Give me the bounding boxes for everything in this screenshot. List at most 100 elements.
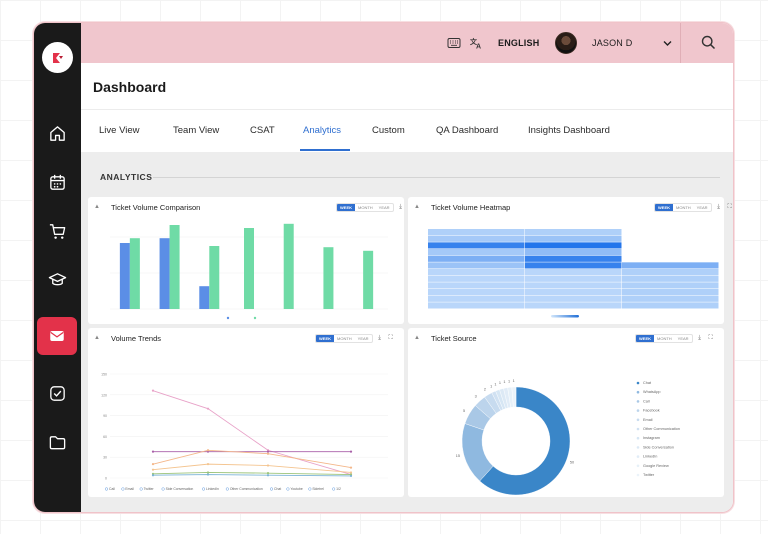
card-title: Ticket Source (431, 334, 477, 343)
legend-marker (636, 409, 640, 412)
period-year[interactable]: YEAR (696, 205, 708, 210)
bar-current-week (159, 238, 170, 309)
user-name[interactable]: JASON D (592, 38, 633, 48)
legend-marker (202, 487, 206, 491)
legend-marker (636, 381, 640, 385)
series-line (152, 463, 352, 473)
heatmap-cell (622, 269, 719, 276)
tab-csat[interactable]: CSAT (250, 125, 275, 136)
nav-learning[interactable] (44, 266, 70, 292)
heatmap-cell (428, 262, 525, 269)
period-month[interactable]: MONTH (676, 205, 691, 210)
fullscreen-icon[interactable]: ⛶ (388, 335, 393, 341)
app-logo[interactable] (42, 42, 73, 73)
series-point (266, 452, 270, 455)
legend-marker (253, 316, 257, 320)
heatmap-cell (622, 262, 719, 269)
avatar[interactable] (555, 32, 577, 54)
series-point (151, 450, 155, 453)
heatmap-cell (622, 282, 719, 289)
slice-label: 3 (475, 395, 477, 399)
period-toggle: WEEK MONTH YEAR (315, 334, 373, 343)
period-month[interactable]: MONTH (657, 336, 672, 341)
series-line (152, 449, 352, 469)
slice-label: 15 (456, 454, 460, 458)
mail-icon (50, 331, 64, 341)
series-point (266, 472, 270, 475)
fullscreen-icon[interactable]: ⛶ (708, 335, 713, 341)
series-point (349, 474, 353, 478)
period-year[interactable]: YEAR (677, 336, 689, 341)
chart-icon: ▲ (414, 335, 420, 341)
section-title: ANALYTICS (100, 172, 153, 182)
nav-cart[interactable] (44, 218, 70, 244)
period-week[interactable]: WEEK (316, 335, 334, 342)
sidebar (34, 23, 81, 512)
heatmap-cell (525, 269, 622, 276)
download-icon[interactable]: ⤓ (698, 335, 701, 341)
nav-tasks[interactable] (44, 380, 70, 406)
page-title: Dashboard (93, 79, 167, 95)
download-icon[interactable]: ⤓ (378, 335, 381, 341)
heatmap-cell (525, 262, 622, 269)
keyboard-icon[interactable] (447, 37, 461, 49)
card-controls: WEEK MONTH YEAR ⤓ ⛶ (315, 334, 395, 343)
heatmap-cell (525, 282, 622, 289)
period-week[interactable]: WEEK (655, 204, 673, 211)
period-year[interactable]: YEAR (378, 205, 390, 210)
bar-current-week (119, 243, 130, 309)
check-square-icon (49, 385, 65, 401)
bar-last-week (363, 250, 374, 309)
y-tick-label: 120 (101, 393, 107, 397)
legend-label: Other Communication (230, 487, 263, 491)
legend-label: Other Communication (643, 427, 680, 431)
nav-home[interactable] (44, 120, 70, 146)
fullscreen-icon[interactable]: ⛶ (727, 204, 732, 210)
legend-label: WhatsApp (643, 390, 661, 394)
card-ticket-volume-heatmap: ▲ Ticket Volume Heatmap WEEK MONTH YEAR … (408, 197, 732, 324)
card-controls: WEEK MONTH YEAR ⤓ ⛶ (654, 203, 733, 212)
download-icon[interactable]: ⤓ (717, 204, 720, 210)
legend-marker (636, 400, 640, 403)
tab-team-view[interactable]: Team View (173, 125, 220, 136)
tab-qa-dashboard[interactable]: QA Dashboard (436, 125, 499, 136)
page-header: Dashboard (81, 63, 733, 110)
legend-label: Email (643, 418, 653, 422)
tab-analytics[interactable]: Analytics (303, 125, 342, 136)
slice-label: 1 (503, 380, 505, 384)
nav-files[interactable] (44, 429, 70, 455)
series-point (151, 389, 155, 392)
heatmap-cell (525, 302, 622, 309)
period-month[interactable]: MONTH (337, 336, 352, 341)
legend-marker (225, 487, 229, 491)
series-point (266, 474, 270, 477)
series-point (206, 449, 210, 452)
nav-mail[interactable] (37, 317, 77, 355)
period-month[interactable]: MONTH (358, 205, 373, 210)
period-year[interactable]: YEAR (357, 336, 369, 341)
period-toggle: WEEK MONTH YEAR (336, 203, 394, 212)
y-tick-label: 90 (103, 414, 107, 418)
language-selector[interactable]: ENGLISH (498, 38, 540, 48)
heatmap-cell (428, 255, 525, 262)
period-week[interactable]: WEEK (636, 335, 654, 342)
translate-icon[interactable]: 文A (470, 37, 484, 49)
series-point (206, 471, 210, 474)
tab-custom[interactable]: Custom (372, 125, 405, 136)
home-icon (49, 125, 65, 141)
nav-calendar[interactable] (44, 169, 70, 195)
tab-live-view[interactable]: Live View (99, 125, 140, 136)
heatmap-cell (428, 295, 525, 302)
heatmap-cell (428, 289, 525, 296)
period-week[interactable]: WEEK (337, 204, 355, 211)
donut-slice (479, 386, 571, 496)
legend-label: Chat (274, 487, 281, 491)
chevron-down-icon[interactable] (663, 40, 672, 47)
download-icon[interactable]: ⤓ (399, 204, 402, 210)
search-icon[interactable] (701, 35, 716, 50)
heatmap-cell (428, 302, 525, 309)
tab-insights-dashboard[interactable]: Insights Dashboard (528, 125, 610, 136)
heatmap-cell (622, 275, 719, 282)
series-point (349, 450, 353, 453)
